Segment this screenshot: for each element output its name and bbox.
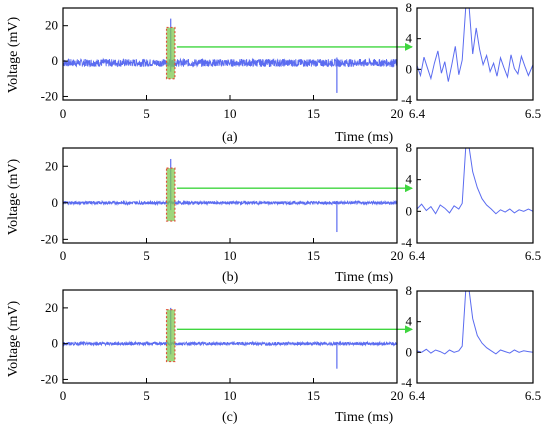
x-tick-label: 20 <box>391 388 404 403</box>
x-tick-label: 20 <box>391 106 404 121</box>
x-axis-label: Time (ms) <box>335 270 394 285</box>
x-tick-label: 0 <box>60 248 67 263</box>
x-tick-label: 10 <box>224 248 237 263</box>
inset-y-tick-label: 8 <box>406 140 413 155</box>
y-tick-label: 0 <box>52 195 59 210</box>
y-axis-label: Voltage (mV) <box>6 158 21 235</box>
y-tick-label: -20 <box>41 231 58 246</box>
inset-x-tick-label: 6.4 <box>409 106 426 121</box>
inset-frame <box>416 290 534 384</box>
inset-x-tick-label: 6.4 <box>409 248 426 263</box>
y-axis-label: Voltage (mV) <box>6 300 21 377</box>
inset-frame <box>416 7 534 101</box>
x-axis-label: Time (ms) <box>335 410 394 425</box>
inset-y-tick-label: -4 <box>401 375 412 390</box>
plot-frame <box>62 289 398 384</box>
inset-y-tick-label: 8 <box>406 0 413 15</box>
y-tick-label: -20 <box>41 371 58 386</box>
signal-trace <box>62 340 398 347</box>
x-tick-label: 10 <box>224 106 237 121</box>
y-axis-label: Voltage (mV) <box>6 16 21 93</box>
inset-y-tick-label: 0 <box>406 344 413 359</box>
x-tick-label: 0 <box>60 106 67 121</box>
inset-trace <box>417 148 533 215</box>
inset-x-tick-label: 6.5 <box>525 248 541 263</box>
inset-y-tick-label: 8 <box>406 283 413 298</box>
inset-frame <box>416 147 534 244</box>
x-tick-label: 5 <box>143 388 150 403</box>
inset-y-tick-label: 4 <box>406 314 413 329</box>
y-tick-label: 0 <box>52 53 59 68</box>
y-tick-label: 0 <box>52 336 59 351</box>
x-tick-label: 15 <box>307 248 320 263</box>
y-tick-label: 20 <box>45 300 58 315</box>
x-tick-label: 15 <box>307 388 320 403</box>
inset-y-tick-label: 0 <box>406 61 413 76</box>
inset-y-tick-label: -4 <box>401 235 412 250</box>
y-tick-label: 20 <box>45 158 58 173</box>
inset-x-tick-label: 6.5 <box>525 106 541 121</box>
inset-y-tick-label: 4 <box>406 172 413 187</box>
plot-frame <box>62 7 398 101</box>
inset-trace <box>417 8 533 82</box>
y-tick-label: -20 <box>41 88 58 103</box>
inset-trace <box>417 291 533 355</box>
x-tick-label: 10 <box>224 388 237 403</box>
inset-y-tick-label: 0 <box>406 203 413 218</box>
plot-frame <box>62 147 398 244</box>
panel-label: (b) <box>222 270 239 285</box>
signal-trace <box>62 199 398 207</box>
x-tick-label: 20 <box>391 248 404 263</box>
zoom-highlight-box <box>165 26 176 80</box>
inset-y-tick-label: 4 <box>406 31 413 46</box>
inset-x-tick-label: 6.4 <box>409 388 426 403</box>
x-tick-label: 15 <box>307 106 320 121</box>
y-tick-label: 20 <box>45 18 58 33</box>
x-axis-label: Time (ms) <box>335 130 394 145</box>
zoom-highlight-box <box>165 167 176 222</box>
inset-x-tick-label: 6.5 <box>525 388 541 403</box>
x-tick-label: 5 <box>143 248 150 263</box>
x-tick-label: 5 <box>143 106 150 121</box>
panel-label: (c) <box>222 410 238 425</box>
inset-y-tick-label: -4 <box>401 92 412 107</box>
panel-label: (a) <box>222 130 238 145</box>
signal-trace <box>62 57 398 68</box>
zoom-highlight-box <box>165 309 176 363</box>
x-tick-label: 0 <box>60 388 67 403</box>
